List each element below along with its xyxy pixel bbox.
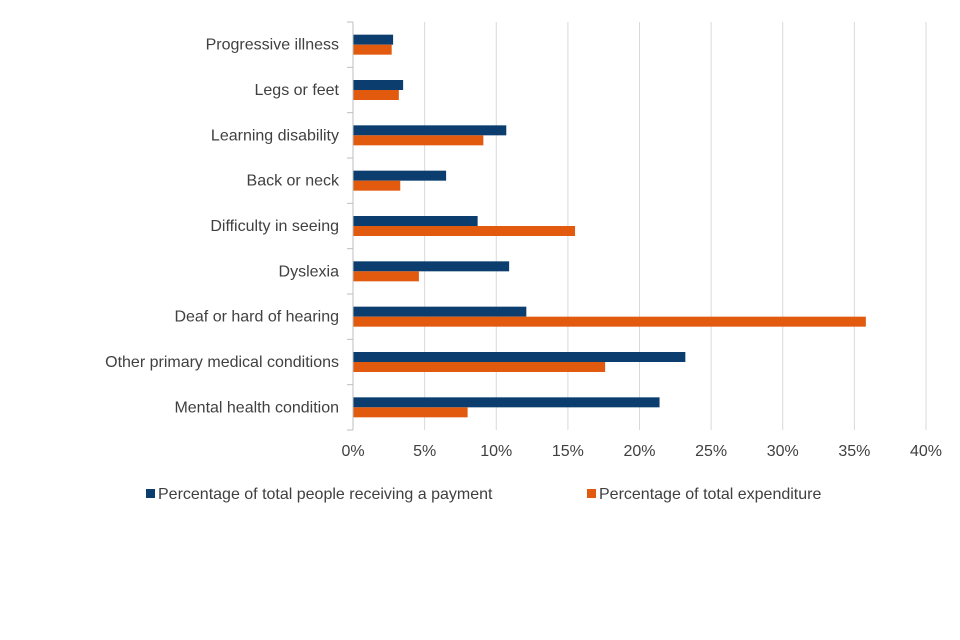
category-label: Deaf or hard of hearing [174, 309, 339, 326]
bar-people-3 [353, 170, 447, 181]
legend: Percentage of total people receiving a p… [146, 486, 821, 503]
bar-expenditure-5 [353, 271, 419, 282]
bar-people-7 [353, 352, 686, 362]
category-label: Other primary medical conditions [105, 354, 339, 371]
bar-expenditure-4 [353, 226, 576, 236]
category-label: Back or neck [247, 173, 340, 190]
bar-people-5 [353, 261, 510, 272]
y-axis [347, 21, 354, 431]
x-tick-label: 25% [695, 443, 727, 460]
bar-expenditure-7 [353, 362, 606, 372]
bar-people-8 [353, 397, 660, 408]
category-label: Learning disability [211, 127, 339, 144]
category-labels: Progressive illness Legs or feet Learning … [105, 37, 340, 417]
bar-expenditure-6 [353, 316, 866, 327]
category-label: Legs or feet [255, 82, 340, 99]
bar-expenditure-3 [353, 180, 401, 191]
x-tick-label: 0% [341, 443, 364, 460]
category-label: Mental health condition [174, 399, 339, 416]
bar-people-6 [353, 306, 527, 317]
x-tick-label: 20% [623, 443, 655, 460]
bar-people-1 [353, 80, 404, 90]
x-tick-label: 35% [838, 443, 870, 460]
x-tick-label: 40% [910, 443, 942, 460]
x-tick-labels: 0% 5% 10% 15% 20% 25% 30% 35% 40% [341, 443, 942, 460]
bar-people-4 [353, 216, 478, 226]
category-label: Difficulty in seeing [210, 218, 339, 235]
bar-expenditure-2 [353, 135, 484, 146]
x-tick-label: 30% [767, 443, 799, 460]
legend-label-0: Percentage of total people receiving a p… [158, 486, 493, 503]
category-label: Progressive illness [206, 37, 339, 54]
category-label: Dyslexia [279, 263, 340, 280]
legend-label-1: Percentage of total expenditure [599, 486, 821, 503]
x-tick-label: 10% [480, 443, 512, 460]
bar-expenditure-1 [353, 90, 399, 100]
legend-swatch-0 [146, 489, 155, 498]
bar-people-2 [353, 125, 507, 136]
x-tick-label: 5% [413, 443, 436, 460]
bar-people-0 [353, 34, 394, 45]
bars [353, 34, 866, 418]
legend-swatch-1 [587, 489, 596, 498]
bar-expenditure-8 [353, 407, 468, 418]
bar-expenditure-0 [353, 44, 392, 55]
x-tick-label: 15% [552, 443, 584, 460]
